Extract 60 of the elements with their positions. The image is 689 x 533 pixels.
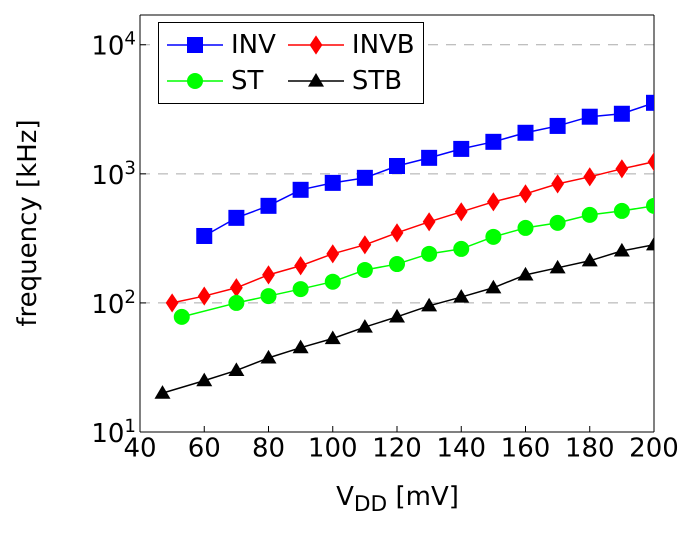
point xyxy=(228,210,244,226)
point xyxy=(292,340,309,354)
point xyxy=(582,108,598,125)
point xyxy=(260,288,276,304)
point xyxy=(582,252,598,266)
point xyxy=(421,150,438,166)
point xyxy=(614,106,630,122)
point xyxy=(356,262,373,278)
x-tick-label: 180 xyxy=(564,433,615,464)
point xyxy=(518,220,534,236)
point xyxy=(196,228,212,244)
point xyxy=(228,362,244,376)
point xyxy=(356,170,373,186)
x-tick-label: 100 xyxy=(308,433,358,464)
point xyxy=(389,256,405,272)
point xyxy=(356,319,373,333)
x-tick-label: 120 xyxy=(372,433,422,464)
x-tick-label: 80 xyxy=(252,433,286,464)
point xyxy=(485,228,502,245)
point xyxy=(292,182,309,198)
point xyxy=(614,242,630,256)
point xyxy=(550,214,566,231)
point xyxy=(582,206,598,223)
point xyxy=(324,274,341,290)
point xyxy=(485,134,502,150)
y-tick-label: 10$^{4}$ xyxy=(91,28,136,62)
point xyxy=(174,308,190,325)
x-tick-label: 160 xyxy=(500,433,550,464)
point xyxy=(550,260,566,274)
point xyxy=(389,308,405,322)
point xyxy=(154,385,170,399)
point xyxy=(550,118,566,134)
point xyxy=(518,266,534,280)
point xyxy=(518,124,534,141)
point xyxy=(260,198,276,214)
point xyxy=(292,281,309,298)
point xyxy=(196,372,212,386)
point xyxy=(389,158,405,174)
point xyxy=(453,289,470,303)
legend-label: STB xyxy=(352,65,402,98)
point xyxy=(324,330,341,344)
point xyxy=(228,294,244,311)
point xyxy=(260,350,276,364)
x-tick-label: 200 xyxy=(629,433,679,464)
legend-label: INV xyxy=(231,29,276,62)
point xyxy=(324,174,341,191)
y-tick-label: 10$^{2}$ xyxy=(91,286,136,320)
x-tick-label: 60 xyxy=(188,433,221,464)
point xyxy=(421,298,438,312)
point xyxy=(453,140,470,157)
point xyxy=(453,240,470,257)
x-tick-label: 140 xyxy=(436,433,486,464)
x-axis-title: V$_{DD}$ [mV] xyxy=(335,482,460,518)
y-axis-title: frequency [kHz] xyxy=(13,119,43,327)
point xyxy=(421,246,438,262)
y-tick-label: 10$^{3}$ xyxy=(91,157,136,191)
legend-label: INVB xyxy=(352,29,415,62)
point xyxy=(485,280,502,294)
point xyxy=(614,202,630,219)
legend-label: ST xyxy=(231,65,264,98)
